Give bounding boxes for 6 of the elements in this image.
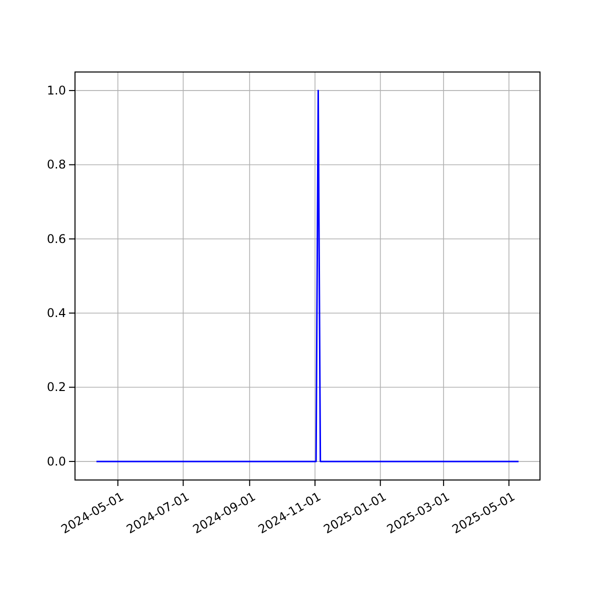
y-tick-label: 0.4	[46, 306, 66, 320]
y-tick-label: 0.6	[46, 232, 66, 246]
y-tick-label: 1.0	[46, 83, 66, 98]
y-tick-label: 0.8	[46, 158, 66, 172]
y-tick-label: 0.0	[46, 454, 66, 468]
y-tick-label: 0.2	[46, 380, 66, 394]
